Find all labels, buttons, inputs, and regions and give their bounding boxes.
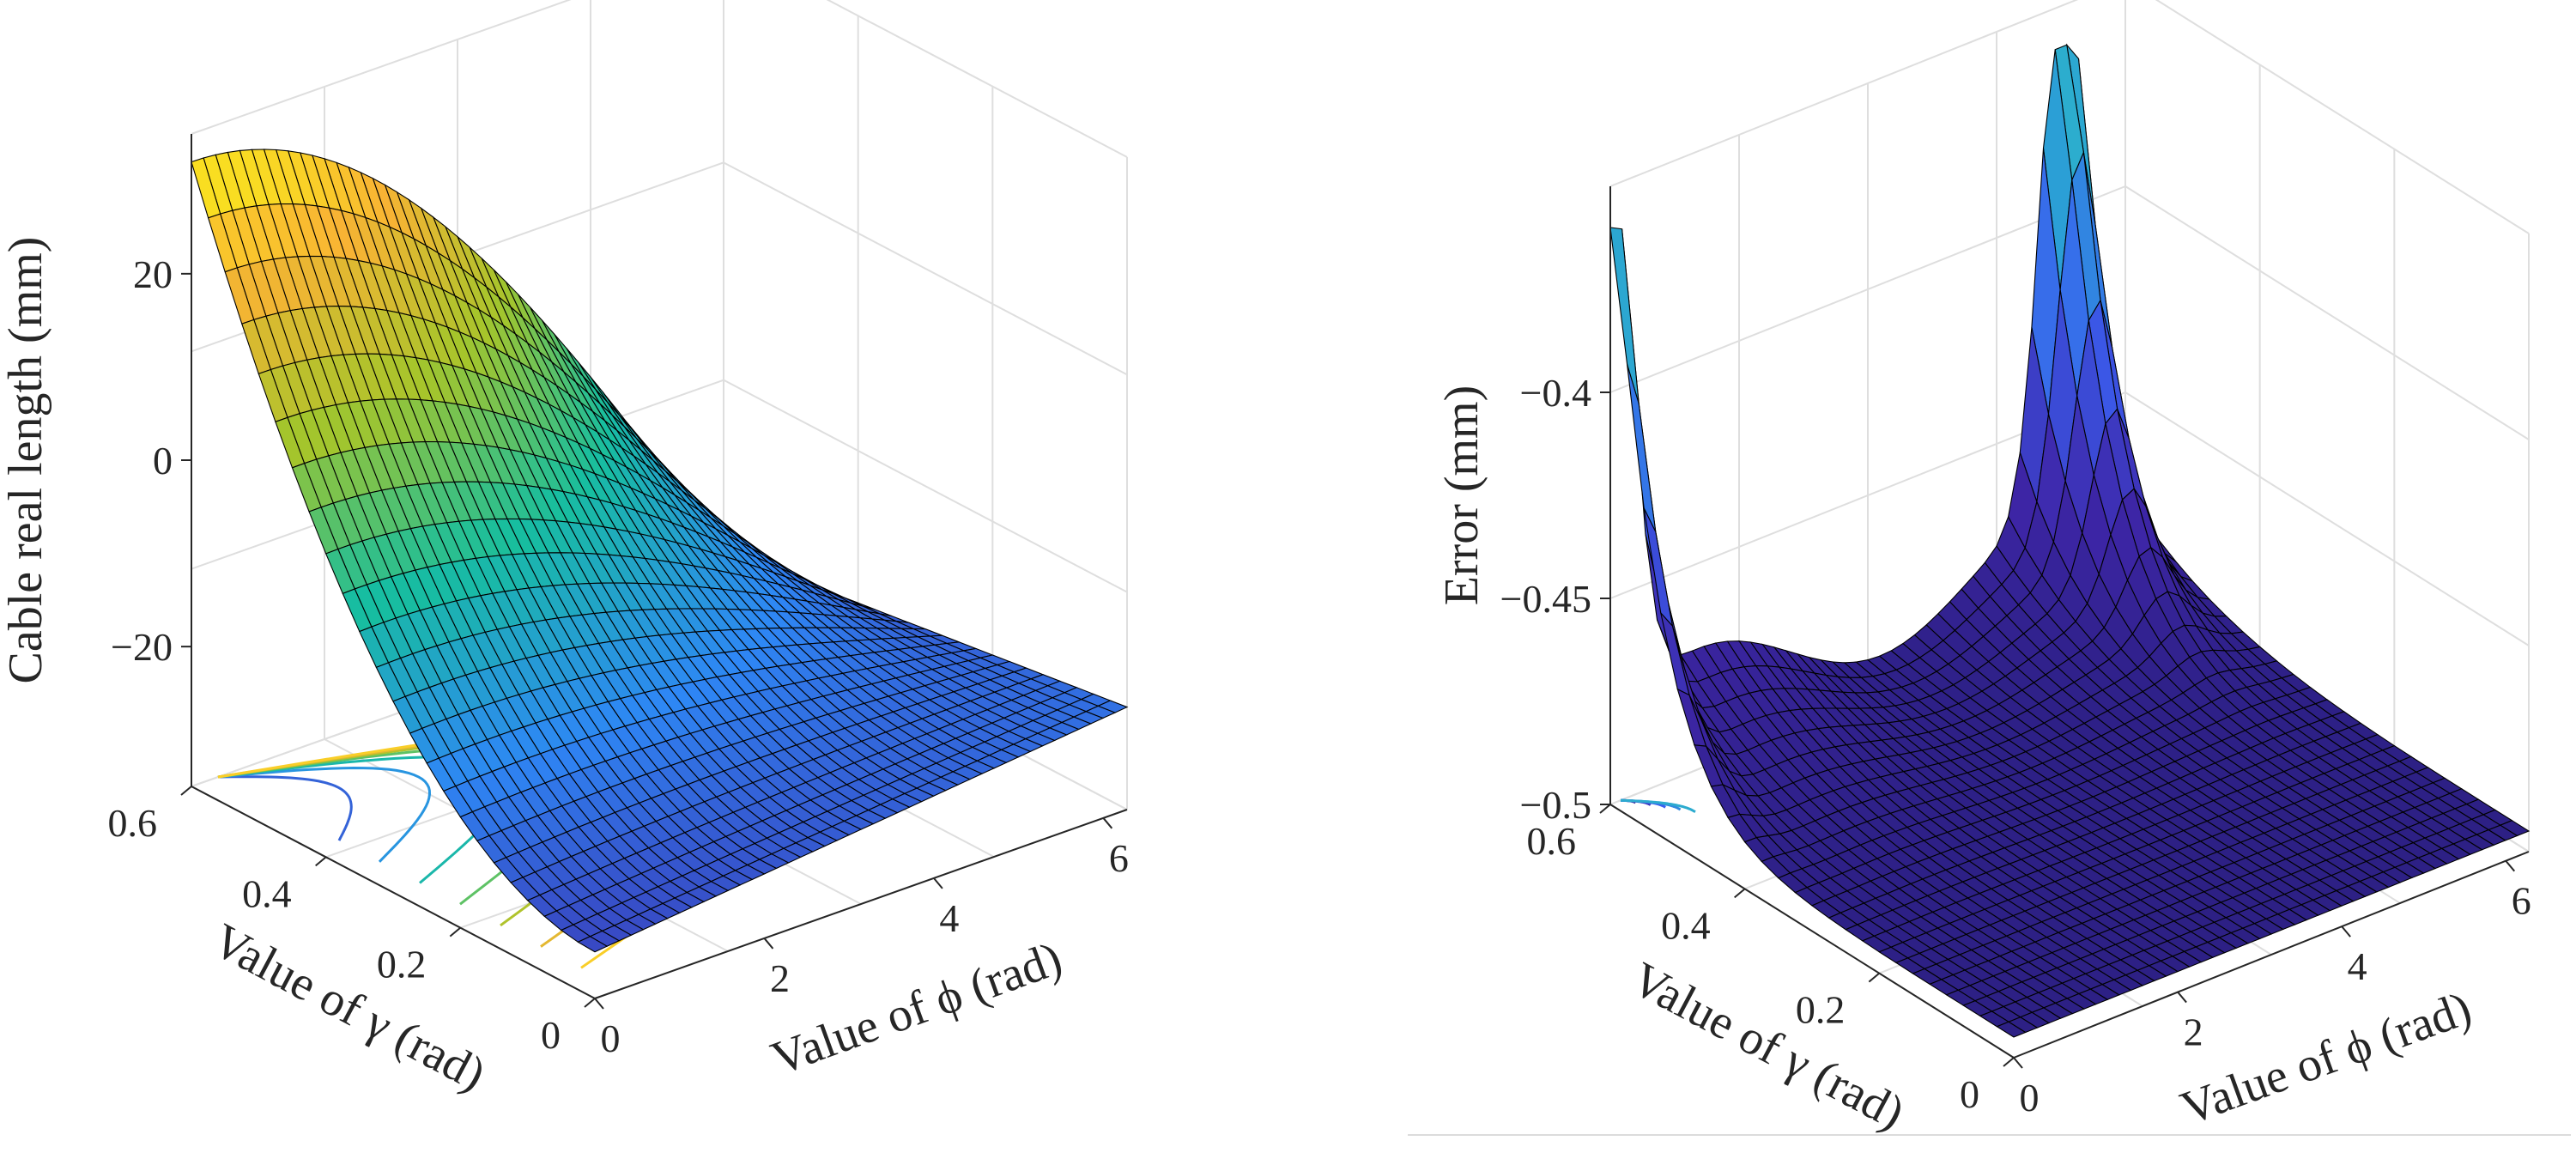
- y-tick-label: 0: [1960, 1072, 1979, 1116]
- y-tick-label: 0.4: [242, 871, 292, 915]
- x-tick-label: 2: [770, 956, 790, 1000]
- grid-line: [2155, 0, 2530, 234]
- chart-cable-length: 0 2 4 6 0 0.2 0.4 0.6 −20 0 20 Value of ϕ (rad) Valu…: [0, 0, 1129, 1101]
- y-tick-label: 0: [541, 1013, 561, 1057]
- y-tick-mark: [1868, 972, 1880, 983]
- x-tick-mark: [933, 877, 943, 889]
- grid-line: [826, 0, 1128, 158]
- contour-lines: [1620, 798, 1696, 813]
- y-tick-mark: [1734, 888, 1746, 899]
- y-tick-mark: [449, 926, 461, 938]
- surface: [191, 149, 1129, 953]
- z-tick-label: −0.5: [1520, 783, 1591, 827]
- y-tick-mark: [315, 856, 327, 867]
- x-tick-label: 4: [2348, 944, 2367, 988]
- x-tick-label: 6: [2512, 879, 2531, 923]
- z-tick-label: −0.4: [1520, 371, 1591, 415]
- grid-line: [723, 379, 1128, 593]
- y-axis-line: [1609, 804, 2015, 1059]
- x-tick-mark: [2013, 1057, 2023, 1069]
- grid-line: [2124, 185, 2530, 440]
- surface-patch: [1996, 1021, 2027, 1038]
- x-tick-mark: [2341, 925, 2351, 938]
- y-axis-label: Value of γ (rad): [204, 913, 494, 1101]
- y-axis-line: [191, 786, 596, 999]
- y-tick-mark: [2003, 1057, 2015, 1067]
- surface-patch: [577, 936, 609, 953]
- surface: [1609, 43, 2531, 1038]
- y-tick-label: 0.2: [1796, 988, 1846, 1032]
- surface-patch: [1609, 227, 1640, 404]
- z-tick-label: −20: [111, 625, 173, 669]
- grid-line: [723, 161, 1128, 376]
- x-axis-line: [594, 809, 1128, 999]
- contour-line: [217, 775, 353, 841]
- y-tick-label: 0.6: [108, 801, 158, 845]
- z-tick-label: −0.45: [1500, 577, 1591, 621]
- x-tick-mark: [594, 998, 604, 1010]
- x-tick-mark: [2505, 860, 2516, 872]
- z-axis-label: Cable real length (mm): [0, 237, 52, 684]
- x-tick-label: 4: [939, 896, 959, 940]
- x-tick-label: 0: [2020, 1076, 2040, 1120]
- x-tick-label: 0: [601, 1016, 621, 1060]
- grid-line: [1609, 0, 2079, 187]
- y-tick-mark: [584, 998, 596, 1008]
- surface-patch: [1627, 364, 1657, 532]
- contour-line: [1620, 798, 1696, 813]
- z-axis-label: Error (mm): [1435, 385, 1488, 606]
- y-tick-label: 0.6: [1527, 819, 1577, 863]
- y-tick-label: 0.4: [1661, 903, 1711, 947]
- x-tick-label: 6: [1109, 836, 1129, 880]
- chart-error: 0 2 4 6 0 0.2 0.4 0.6−0.5 −0.45 −0.4 Value of ϕ (r…: [1435, 0, 2531, 1140]
- z-tick-label: 20: [133, 252, 173, 296]
- y-axis-label: Value of γ (rad): [1623, 952, 1913, 1140]
- x-tick-mark: [763, 938, 774, 950]
- x-axis-label: Value of ϕ (rad): [2174, 981, 2478, 1135]
- grid-line: [191, 0, 572, 135]
- x-tick-label: 2: [2184, 1010, 2203, 1054]
- y-tick-mark: [1599, 804, 1611, 814]
- y-tick-label: 0.2: [377, 943, 427, 986]
- contour-line: [217, 766, 432, 863]
- x-axis-line: [2013, 851, 2530, 1059]
- x-tick-mark: [2177, 991, 2187, 1004]
- z-tick-label: 0: [153, 439, 173, 482]
- y-tick-mark: [180, 786, 192, 796]
- x-axis-label: Value of ϕ (rad): [765, 931, 1069, 1085]
- grid-line: [2124, 391, 2530, 646]
- x-tick-mark: [1102, 817, 1113, 829]
